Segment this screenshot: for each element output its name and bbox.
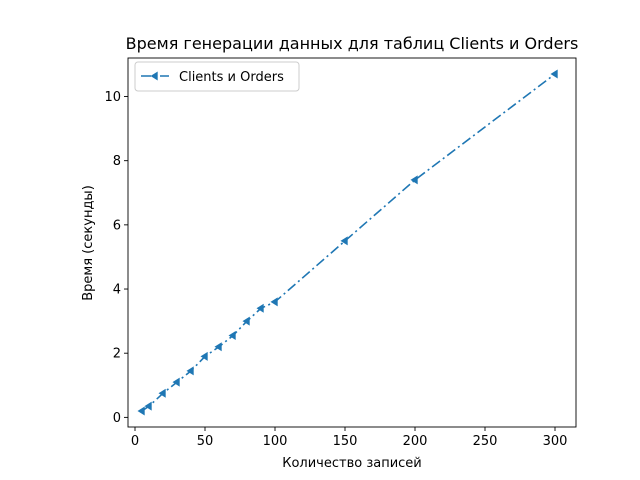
legend-marker-icon	[150, 71, 158, 81]
y-tick-label: 0	[113, 411, 121, 426]
data-point-marker	[242, 316, 250, 326]
axes: 0 50 100 150 200 250 300 0 2 4 6 8 10	[104, 57, 577, 449]
legend-entry-label: Clients и Orders	[179, 70, 284, 85]
legend: Clients и Orders	[134, 61, 300, 92]
data-point-marker	[550, 69, 558, 79]
legend-frame	[134, 61, 300, 92]
x-tick-label: 0	[131, 434, 139, 449]
data-point-marker	[228, 331, 236, 341]
axes-frame	[127, 57, 577, 428]
y-tick-label: 4	[113, 283, 121, 298]
data-point-marker	[186, 366, 194, 376]
y-axis-label: Время (секунды)	[81, 185, 96, 301]
y-tick-label: 10	[104, 90, 121, 105]
plot-area	[137, 69, 558, 416]
x-axis-label: Количество записей	[282, 456, 422, 471]
x-tick-label: 300	[543, 434, 568, 449]
data-point-marker	[158, 388, 166, 398]
x-tick-label: 150	[333, 434, 358, 449]
series-line	[141, 73, 556, 412]
x-tick-label: 200	[403, 434, 428, 449]
x-tick-label: 100	[263, 434, 288, 449]
data-point-marker	[137, 406, 145, 416]
y-tick-label: 8	[113, 154, 121, 169]
x-tick-label: 50	[197, 434, 214, 449]
y-tick-label: 2	[113, 347, 121, 362]
data-point-marker	[256, 303, 264, 313]
data-point-marker	[200, 351, 208, 361]
chart-title: Время генерации данных для таблиц Client…	[126, 34, 579, 53]
data-point-marker	[410, 175, 418, 185]
data-point-marker	[144, 401, 152, 411]
data-point-marker	[214, 342, 222, 352]
x-tick-label: 250	[473, 434, 498, 449]
data-point-marker	[172, 377, 180, 387]
data-point-marker	[340, 236, 348, 246]
y-tick-label: 6	[113, 218, 121, 233]
data-point-marker	[270, 297, 278, 307]
